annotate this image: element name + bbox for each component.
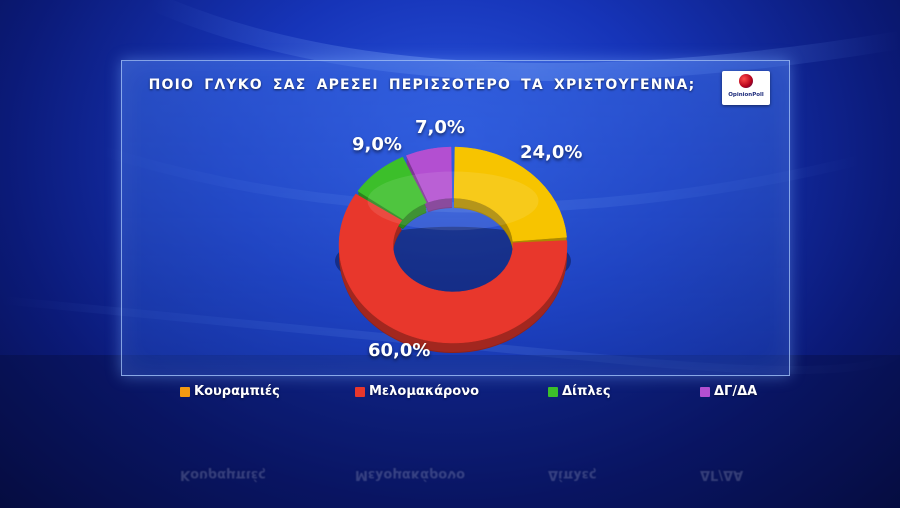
opinion-poll-logo: OpinionPoll [722,71,770,105]
donut-highlight [367,171,539,231]
legend-item-melomakarono: Μελομακάρονο [355,384,479,399]
legend-reflection: Κουραμπιές Μελομακάρονο Δίπλες ΔΓ/ΔΑ [0,462,900,482]
legend: Κουραμπιές Μελομακάρονο Δίπλες ΔΓ/ΔΑ [0,384,900,404]
donut-slice-dg-da [405,146,453,203]
legend-swatch-diples [548,386,558,397]
donut-slice-kourabies [453,146,567,242]
legend-item-diples: Δίπλες [548,384,611,399]
reflection-label-melomakarono: Μελομακάρονο [355,467,466,482]
data-label-kourabies: 24,0% [520,142,583,163]
legend-label-melomakarono: Μελομακάρονο [369,384,480,399]
donut-slice-diples [357,156,427,220]
reflection-label-dg-da: ΔΓ/ΔΑ [700,467,744,482]
logo-text: OpinionPoll [728,92,764,98]
reflection-label-diples: Δίπλες [548,467,597,482]
reflection-label-kourabies: Κουραμπιές [180,467,266,482]
donut-slice-melomakarono [338,193,568,344]
legend-label-diples: Δίπλες [562,384,611,399]
legend-swatch-kourabies [180,386,190,397]
legend-label-dg-da: ΔΓ/ΔΑ [714,384,758,399]
logo-globe-icon [739,74,753,88]
data-label-melomakarono: 60,0% [368,340,431,361]
data-label-dg-da: 7,0% [415,117,465,138]
data-label-diples: 9,0% [352,134,402,155]
legend-swatch-melomakarono [355,386,365,397]
legend-item-kourabies: Κουραμπιές [180,384,280,399]
legend-swatch-dg-da [700,386,710,397]
chart-title: ΠΟΙΟ ΓΛΥΚΟ ΣΑΣ ΑΡΕΣΕΙ ΠΕΡΙΣΣΟΤΕΡΟ ΤΑ ΧΡΙ… [148,77,696,93]
legend-item-dg-da: ΔΓ/ΔΑ [700,384,757,399]
legend-label-kourabies: Κουραμπιές [194,384,280,399]
